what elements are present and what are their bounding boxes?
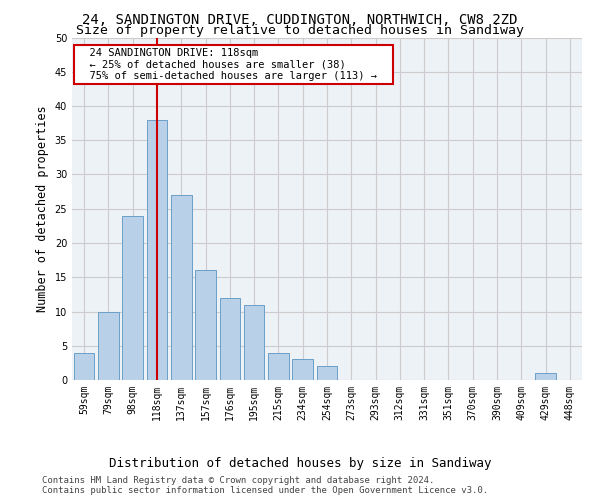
Bar [122, 216, 143, 380]
Y-axis label: Number of detached properties: Number of detached properties [36, 106, 49, 312]
Text: Size of property relative to detached houses in Sandiway: Size of property relative to detached ho… [76, 24, 524, 37]
Bar [74, 352, 94, 380]
Text: Distribution of detached houses by size in Sandiway: Distribution of detached houses by size … [109, 458, 491, 470]
Bar [220, 298, 240, 380]
Bar [244, 304, 265, 380]
Bar [268, 352, 289, 380]
Bar [146, 120, 167, 380]
Bar [292, 360, 313, 380]
Bar [317, 366, 337, 380]
Text: 24 SANDINGTON DRIVE: 118sqm  
  ← 25% of detached houses are smaller (38)  
  75: 24 SANDINGTON DRIVE: 118sqm ← 25% of det… [77, 48, 389, 81]
Bar [171, 195, 191, 380]
Bar [98, 312, 119, 380]
Bar [535, 373, 556, 380]
Text: 24, SANDINGTON DRIVE, CUDDINGTON, NORTHWICH, CW8 2ZD: 24, SANDINGTON DRIVE, CUDDINGTON, NORTHW… [82, 12, 518, 26]
Bar [195, 270, 216, 380]
Text: Contains HM Land Registry data © Crown copyright and database right 2024.
Contai: Contains HM Land Registry data © Crown c… [42, 476, 488, 495]
